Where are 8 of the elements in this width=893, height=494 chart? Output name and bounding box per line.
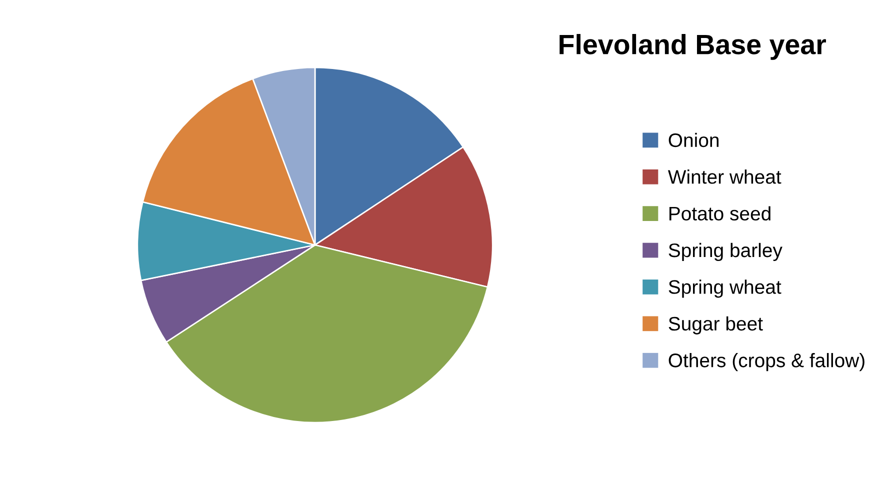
legend-label: Spring wheat: [668, 280, 782, 298]
chart-title: Flevoland Base year: [560, 34, 826, 60]
legend-label: Sugar beet: [668, 316, 763, 334]
legend-label: Others (crops & fallow): [668, 353, 864, 372]
legend-label: Spring barley: [668, 242, 782, 262]
legend-label: Onion: [668, 132, 718, 148]
legend-label: Potato seed: [669, 206, 770, 221]
legend-label: Winter wheat: [668, 170, 782, 184]
